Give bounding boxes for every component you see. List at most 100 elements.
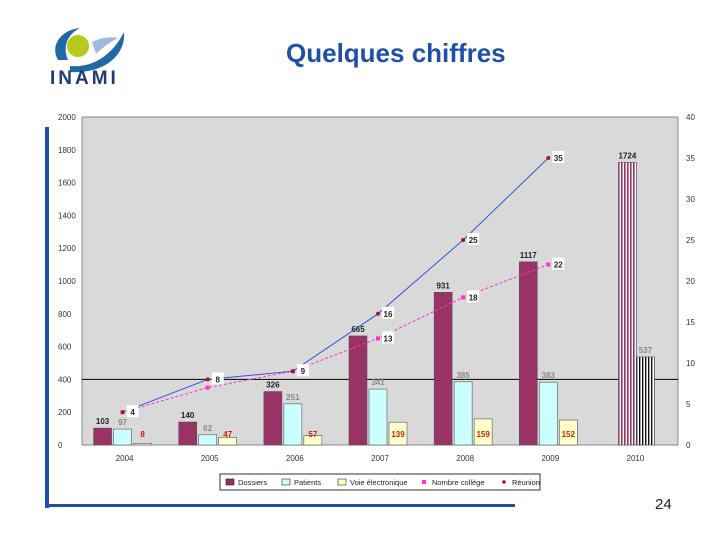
- y-left-tick-label: 0: [58, 441, 63, 450]
- point-reunion: [546, 156, 551, 160]
- data-label-box: [382, 331, 394, 344]
- data-label: 8: [215, 375, 220, 384]
- inami-logo: [55, 28, 125, 73]
- data-label: 383: [542, 371, 556, 380]
- logo-text: INAMI: [50, 68, 119, 89]
- bar-voie-lectronique: [303, 435, 323, 446]
- y-right-tick-label: 25: [686, 236, 695, 245]
- y-left-tick-label: 1600: [58, 179, 76, 188]
- data-label: 62: [203, 424, 212, 433]
- data-label: 35: [554, 154, 563, 163]
- y-right-tick-label: 10: [686, 359, 695, 368]
- legend-swatch: [502, 480, 506, 484]
- x-tick-label: 2005: [201, 454, 219, 463]
- bar-voie-lectronique: [133, 443, 152, 446]
- data-label-box: [552, 257, 565, 270]
- point-nombre-college: [205, 385, 210, 390]
- data-label-box: [467, 233, 480, 245]
- data-label: 16: [384, 310, 393, 319]
- data-label-box: [211, 372, 224, 385]
- bar-patients: [538, 381, 558, 446]
- data-label: 385: [456, 371, 470, 380]
- legend-swatch: [225, 478, 235, 486]
- data-label: 1117: [520, 251, 537, 260]
- data-label: 9: [301, 367, 306, 376]
- legend-label: Réunion: [512, 478, 540, 487]
- point-nombre-college: [546, 262, 551, 267]
- x-tick-label: 2007: [371, 454, 389, 463]
- data-label: 103: [96, 417, 110, 426]
- left-accent-bar: [45, 127, 49, 508]
- point-reunion: [461, 238, 466, 242]
- point-reunion: [205, 377, 210, 382]
- bar-patients: [636, 356, 655, 446]
- legend-label: Patients: [294, 478, 321, 487]
- legend-swatch: [337, 478, 347, 486]
- point-reunion: [120, 410, 125, 415]
- data-label-box: [126, 405, 139, 418]
- data-label: 1724: [619, 151, 637, 160]
- data-label: 251: [286, 393, 300, 402]
- data-label: 140: [181, 411, 195, 420]
- y-right-tick-label: 20: [686, 277, 695, 286]
- data-label-box: [467, 290, 480, 303]
- data-label: 97: [118, 418, 127, 427]
- data-label: 159: [476, 430, 490, 439]
- y-left-tick-label: 800: [58, 310, 72, 319]
- data-label: 537: [639, 346, 653, 355]
- bottom-accent-bar: [45, 504, 515, 507]
- data-label: 152: [562, 430, 576, 439]
- point-nombre-college: [376, 336, 380, 341]
- y-right-tick-label: 40: [686, 113, 695, 122]
- page-number: 24: [655, 496, 672, 513]
- x-tick-label: 2006: [286, 454, 304, 463]
- x-tick-label: 2010: [627, 454, 645, 463]
- y-right-tick-label: 5: [686, 400, 691, 409]
- data-label: 25: [469, 236, 478, 245]
- data-label: 13: [384, 334, 393, 343]
- bar-voie-lectronique: [558, 419, 578, 446]
- data-label: 326: [266, 381, 280, 390]
- legend-label: Voie électronique: [350, 478, 408, 487]
- legend-swatch: [281, 478, 291, 486]
- point-reunion: [376, 311, 380, 316]
- data-label: 4: [130, 408, 135, 417]
- data-label: 341: [371, 378, 385, 387]
- data-label: 57: [308, 430, 317, 439]
- data-label: 22: [554, 261, 563, 270]
- bar-patients: [368, 388, 388, 446]
- data-label: 47: [223, 430, 232, 439]
- y-left-tick-label: 2000: [58, 113, 76, 122]
- data-label: 8: [140, 430, 145, 439]
- y-right-tick-label: 0: [686, 441, 691, 450]
- y-left-tick-label: 1400: [58, 211, 76, 220]
- point-nombre-college: [461, 295, 466, 300]
- bar-patients: [453, 381, 473, 446]
- y-right-tick-label: 35: [686, 154, 695, 163]
- legend-label: Dossiers: [238, 478, 267, 487]
- bar-dossiers: [518, 261, 538, 446]
- bar-dossiers: [433, 292, 453, 446]
- data-label-box: [296, 364, 309, 377]
- legend-label: Nombre collège: [432, 478, 485, 487]
- point-reunion: [290, 369, 295, 374]
- page-title: Quelques chiffres: [286, 38, 506, 68]
- bar-voie-lectronique: [473, 418, 493, 446]
- bar-dossiers: [93, 427, 112, 446]
- data-label: 18: [469, 293, 478, 302]
- y-left-tick-label: 600: [58, 343, 72, 352]
- y-right-tick-label: 15: [686, 318, 695, 327]
- legend-swatch: [422, 480, 426, 484]
- y-left-tick-label: 400: [58, 375, 72, 384]
- data-label: 931: [436, 281, 450, 290]
- bar-patients: [113, 428, 132, 446]
- bar-patients: [283, 403, 303, 446]
- data-label: 665: [351, 325, 365, 334]
- data-label-box: [552, 151, 565, 163]
- legend-box: [219, 473, 541, 491]
- bar-voie-lectronique: [218, 436, 238, 446]
- bar-dossiers: [618, 161, 637, 446]
- bar-dossiers: [178, 421, 198, 446]
- x-tick-label: 2009: [541, 454, 559, 463]
